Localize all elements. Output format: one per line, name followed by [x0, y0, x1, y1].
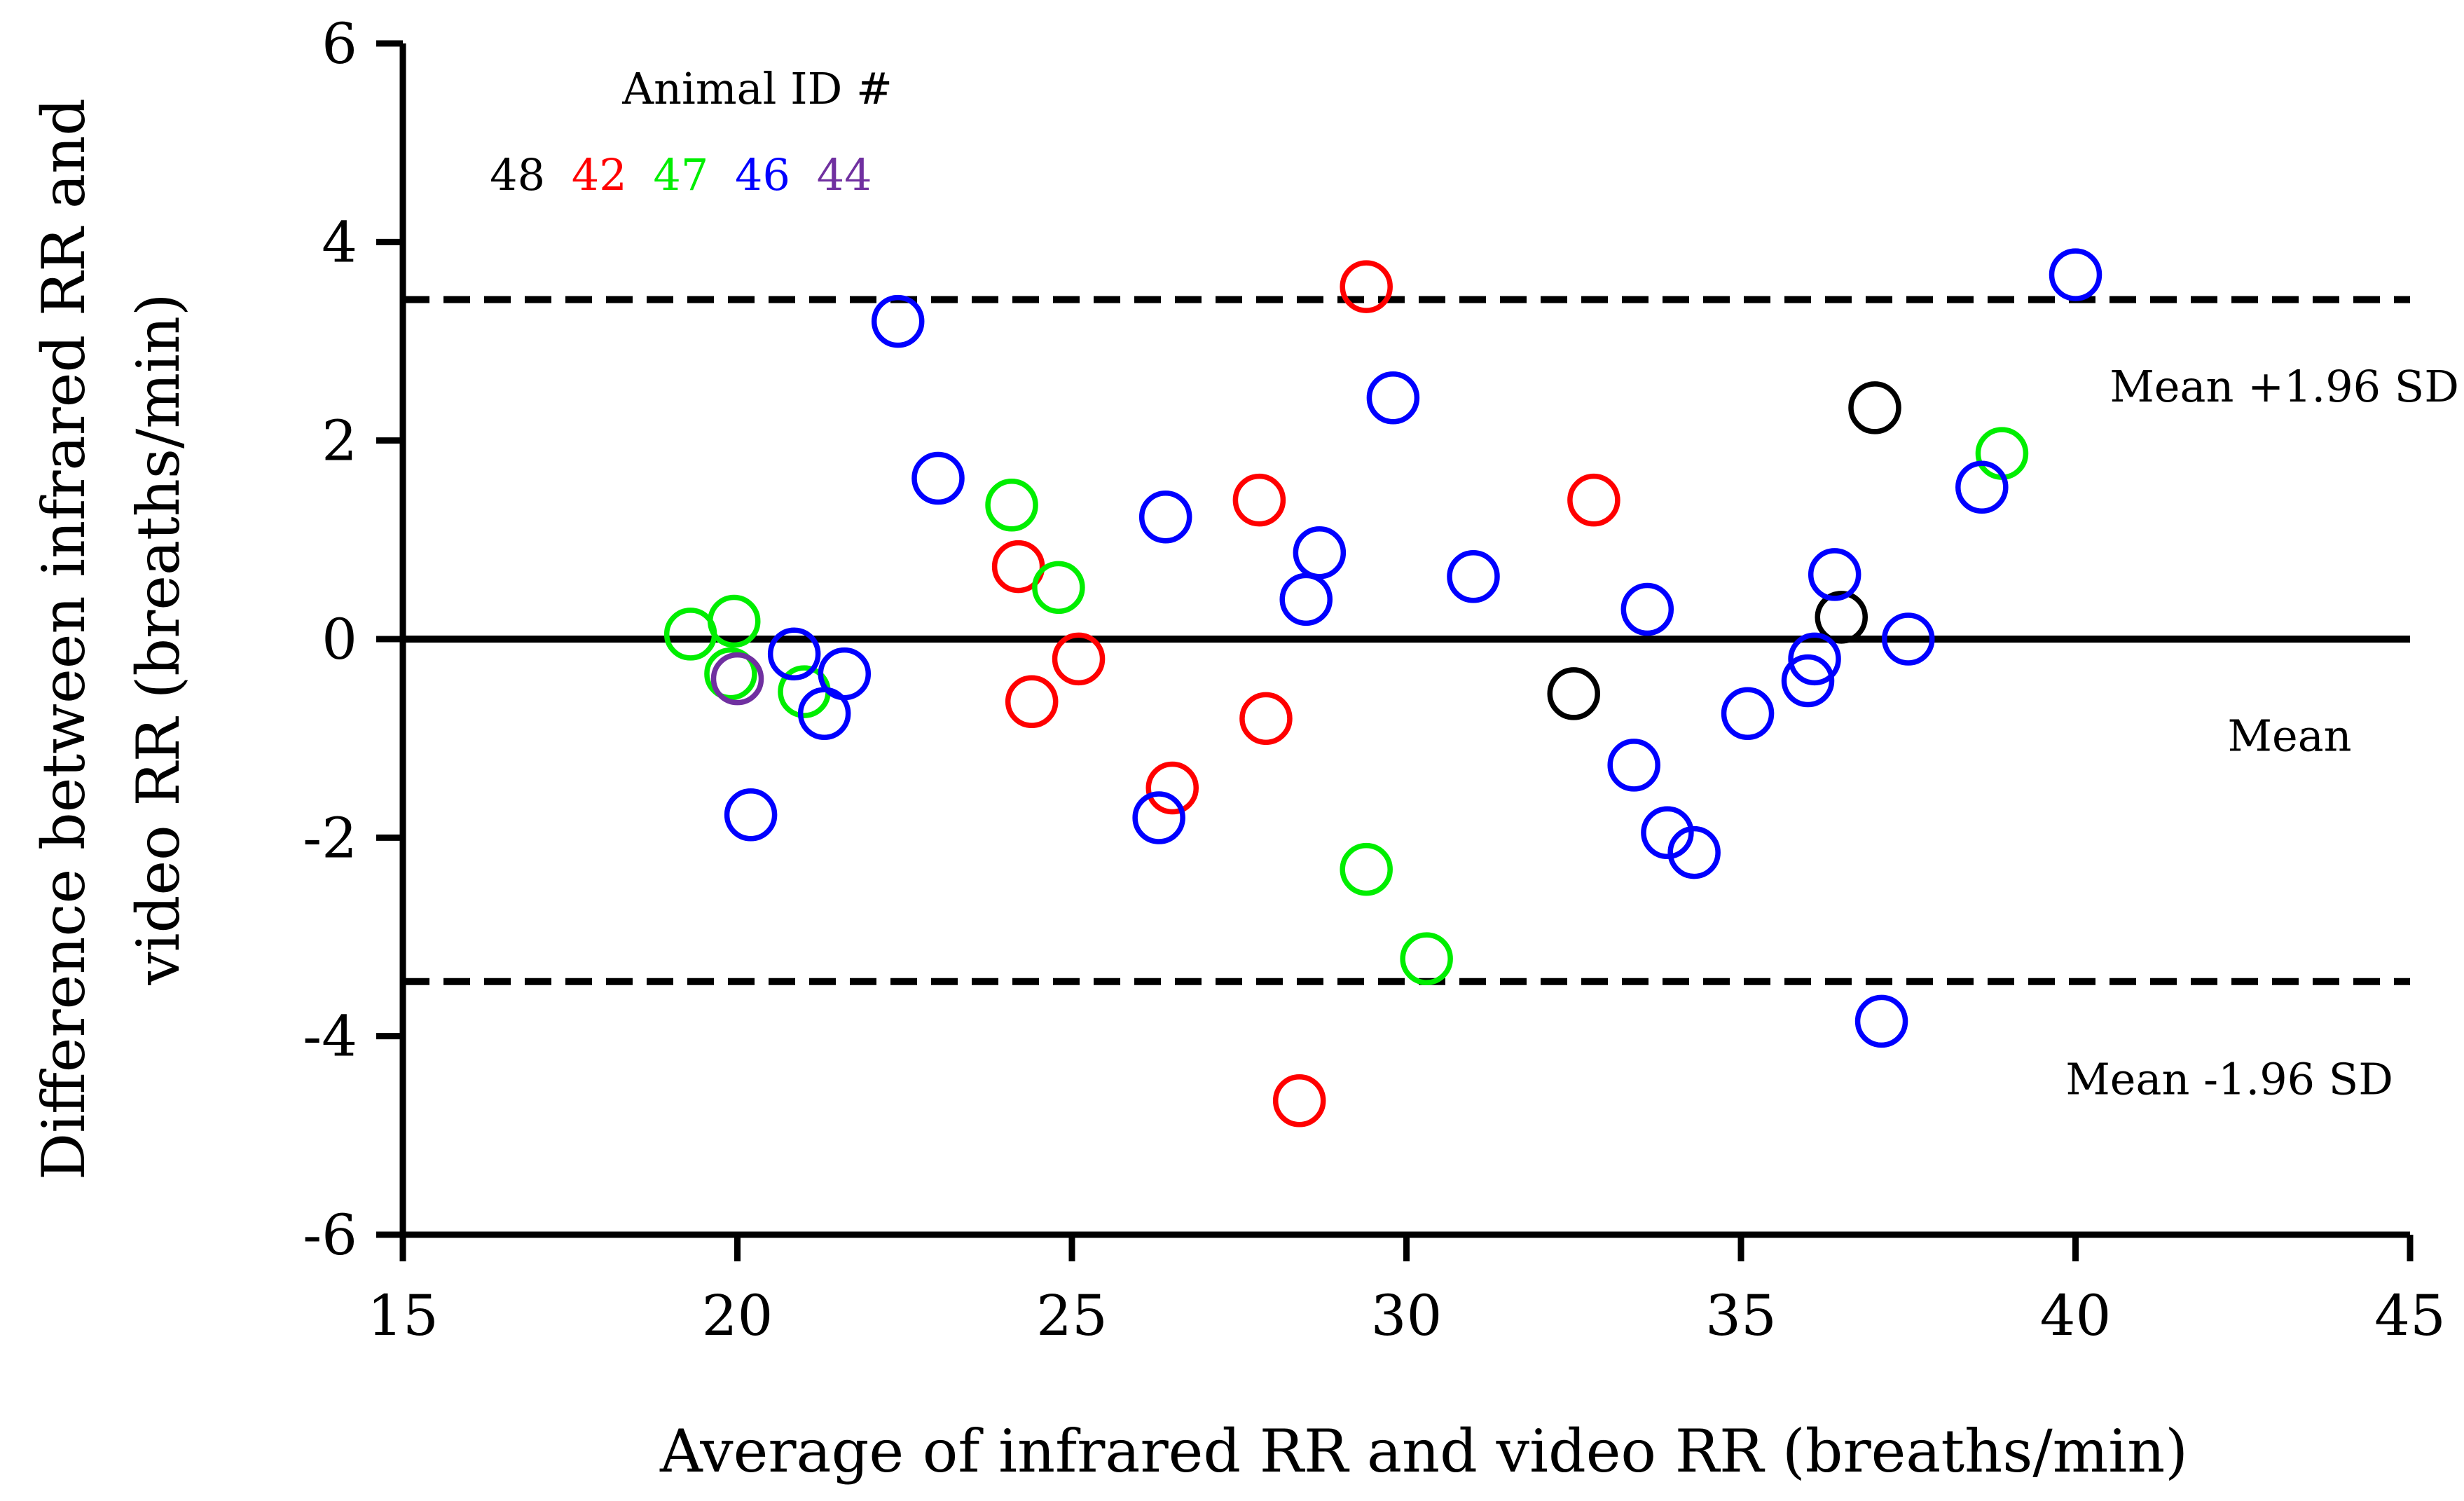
data-point-animal-46: [1138, 491, 1192, 544]
data-point-animal-42: [1232, 473, 1286, 527]
data-point-animal-47: [707, 594, 761, 648]
y-tick-label: 6: [322, 11, 357, 76]
x-axis-ticks: 15 20 25 30 35 40 45: [367, 1235, 2446, 1348]
x-tick-label: 35: [1705, 1283, 1777, 1348]
legend-title: Animal ID #: [621, 63, 893, 114]
legend-entry-47: 47: [653, 149, 708, 200]
data-point-animal-48: [1848, 381, 1901, 434]
x-tick-label: 20: [702, 1283, 773, 1348]
axis-titles: Average of infrared RR and video RR (bre…: [29, 98, 2188, 1486]
data-point-animal-46: [1607, 739, 1660, 792]
data-point-animal-46: [1620, 582, 1674, 636]
data-point-animal-46: [1721, 687, 1775, 740]
y-axis-title: Difference between infrared RR and video…: [29, 98, 193, 1180]
data-point-animal-46: [1447, 550, 1500, 603]
data-point-animal-42: [1145, 761, 1199, 815]
data-point-animal-46: [1667, 825, 1721, 879]
y-axis-title-line-1: Difference between infrared RR and: [29, 98, 98, 1180]
x-tick-label: 25: [1036, 1283, 1108, 1348]
x-tick-label: 15: [367, 1283, 439, 1348]
data-point-animal-47: [1340, 842, 1393, 896]
data-point-animal-42: [1567, 473, 1620, 527]
data-point-animal-46: [1132, 791, 1185, 844]
data-point-animal-42: [1340, 260, 1393, 313]
data-point-animal-46: [1788, 632, 1841, 686]
data-point-animal-47: [704, 647, 757, 701]
data-point-animal-46: [797, 687, 851, 740]
data-point-animal-46: [767, 627, 821, 680]
data-point-animal-47: [1400, 932, 1453, 985]
reference-labels: Mean +1.96 SD Mean Mean -1.96 SD: [2065, 361, 2459, 1105]
y-tick-label: -6: [303, 1202, 357, 1268]
x-tick-label: 30: [1371, 1283, 1443, 1348]
data-point-animal-46: [1808, 548, 1861, 601]
data-point-animal-46: [1279, 573, 1333, 626]
data-point-animal-42: [1272, 1074, 1326, 1128]
y-tick-label: 0: [322, 607, 357, 672]
data-point-animal-48: [1815, 591, 1868, 644]
legend-entry-42: 42: [572, 149, 627, 200]
data-point-animal-42: [1005, 675, 1059, 728]
data-point-animal-46: [1641, 806, 1694, 859]
data-point-animal-44: [710, 652, 764, 706]
y-tick-label: -4: [303, 1004, 357, 1069]
data-point-animal-42: [1052, 632, 1106, 686]
lower-limit-label: Mean -1.96 SD: [2065, 1054, 2393, 1105]
data-point-animal-46: [911, 451, 965, 505]
legend-entry-46: 46: [735, 149, 790, 200]
data-point-animal-46: [871, 294, 925, 348]
legend-entry-44: 44: [817, 149, 872, 200]
data-point-animal-42: [991, 540, 1045, 594]
mean-label: Mean: [2228, 710, 2352, 761]
data-point-animal-47: [663, 608, 717, 661]
data-point-animal-46: [724, 788, 778, 842]
x-tick-label: 45: [2374, 1283, 2446, 1348]
data-point-animal-46: [1955, 460, 2009, 514]
y-tick-label: -2: [303, 805, 357, 870]
reference-lines: [403, 296, 2410, 985]
legend-entries: 48 42 47 46 44: [490, 149, 872, 200]
y-axis-ticks: 6 4 2 0 -2 -4 -6: [303, 11, 403, 1268]
legend: Animal ID # 48 42 47 46 44: [490, 63, 893, 200]
data-point-animal-46: [1854, 994, 1908, 1048]
data-point-animal-46: [2049, 248, 2102, 301]
x-axis-title: Average of infrared RR and video RR (bre…: [659, 1417, 2188, 1486]
data-points: [663, 248, 2102, 1128]
data-point-animal-42: [1239, 692, 1293, 746]
x-tick-label: 40: [2040, 1283, 2112, 1348]
data-point-animal-47: [985, 479, 1038, 532]
y-tick-label: 2: [322, 409, 357, 474]
data-point-animal-46: [1781, 654, 1835, 708]
data-point-animal-47: [1032, 561, 1085, 615]
legend-entry-48: 48: [490, 149, 545, 200]
data-point-animal-46: [1882, 612, 1935, 666]
y-tick-label: 4: [322, 210, 357, 275]
data-point-animal-48: [1547, 667, 1600, 720]
y-axis-title-line-2: video RR (breaths/min): [124, 293, 193, 985]
data-point-animal-46: [1293, 526, 1347, 580]
upper-limit-label: Mean +1.96 SD: [2109, 361, 2459, 412]
data-point-animal-46: [1366, 371, 1420, 425]
